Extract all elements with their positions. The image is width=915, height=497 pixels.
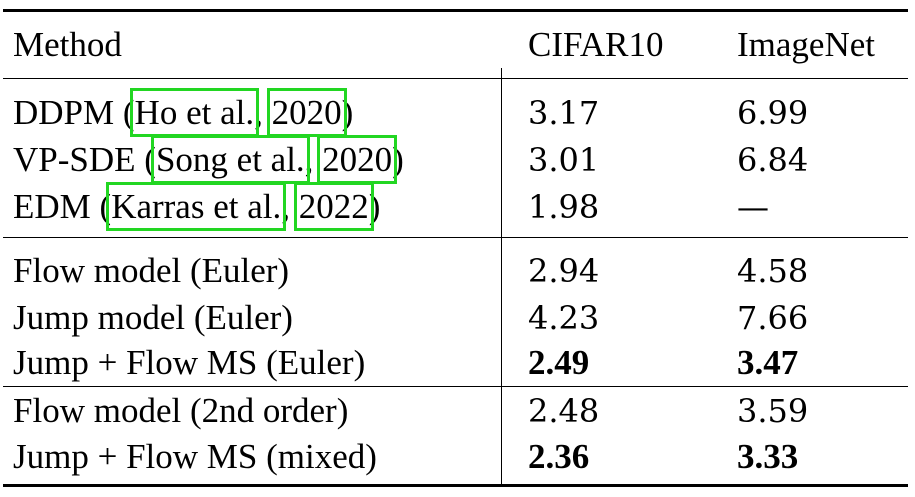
citation-year-link[interactable]: 2022 — [293, 182, 374, 231]
method-name: Jump model (Euler) — [13, 298, 293, 337]
group-rule-1 — [3, 237, 908, 238]
method-name: Flow model (2nd order) — [13, 391, 349, 430]
imagenet-value-best: 3.33 — [737, 437, 799, 476]
cifar10-value: 2.48 — [528, 392, 600, 430]
citation-link[interactable]: Song et al. — [150, 135, 310, 184]
imagenet-value: 7.66 — [737, 299, 809, 337]
cifar10-value: 3.01 — [528, 141, 600, 179]
cifar10-value: 1.98 — [528, 188, 600, 226]
header-method: Method — [13, 25, 122, 64]
method-name: DDPM ( — [13, 93, 135, 132]
imagenet-value-best: 3.47 — [737, 343, 799, 382]
citation-year-link[interactable]: 2020 — [317, 135, 398, 184]
citation-link[interactable]: Karras et al. — [106, 182, 287, 231]
imagenet-value: — — [737, 188, 769, 226]
header-cifar10: CIFAR10 — [528, 25, 664, 64]
imagenet-value: 6.99 — [737, 94, 809, 132]
imagenet-value: 3.59 — [737, 392, 809, 430]
group-rule-2 — [3, 386, 908, 387]
method-name: VP-SDE ( — [13, 140, 156, 179]
column-divider — [501, 68, 502, 485]
top-rule — [3, 9, 908, 12]
cifar10-value-best: 2.49 — [528, 343, 590, 382]
cifar10-value-best: 2.36 — [528, 437, 590, 476]
imagenet-value: 6.84 — [737, 141, 809, 179]
header-rule — [3, 78, 908, 79]
bottom-rule — [3, 484, 908, 487]
method-name: EDM ( — [13, 187, 112, 226]
method-name: Jump + Flow MS (Euler) — [13, 343, 366, 382]
citation-link[interactable]: Ho et al. — [129, 88, 260, 137]
cifar10-value: 4.23 — [528, 299, 600, 337]
cifar10-value: 3.17 — [528, 94, 600, 132]
method-name: Jump + Flow MS (mixed) — [13, 437, 377, 476]
imagenet-value: 4.58 — [737, 252, 809, 290]
cifar10-value: 2.94 — [528, 252, 600, 290]
method-name: Flow model (Euler) — [13, 251, 290, 290]
header-imagenet: ImageNet — [737, 25, 875, 64]
citation-year-link[interactable]: 2020 — [266, 88, 347, 137]
